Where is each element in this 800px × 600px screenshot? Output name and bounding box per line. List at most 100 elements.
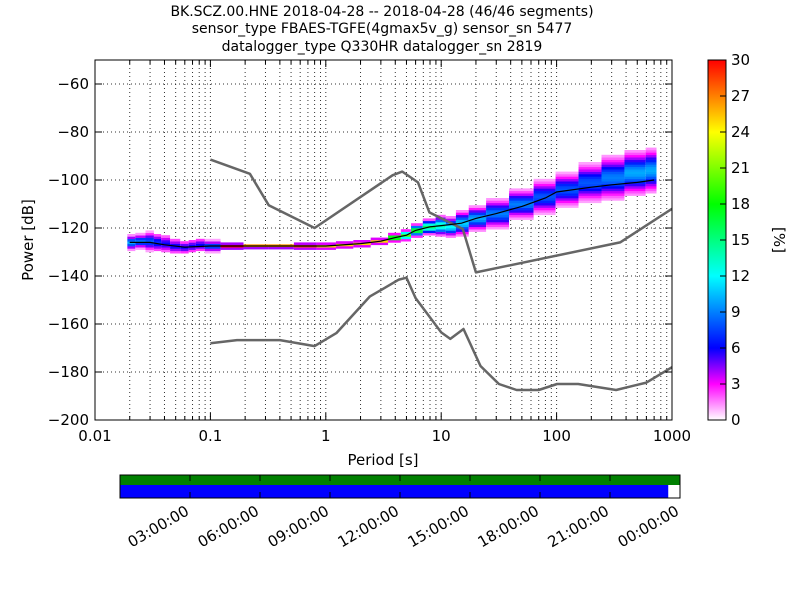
colorbar-tick-label: 24 (731, 123, 750, 141)
colorbar-tick-label: 30 (731, 51, 750, 69)
heatmap-cell (555, 181, 579, 184)
heatmap-cell (353, 240, 371, 243)
heatmap-cell (422, 220, 436, 224)
heatmap-cell (127, 248, 136, 252)
heatmap-cell (533, 195, 556, 199)
heatmap-cell (170, 243, 181, 247)
heatmap-cell (645, 190, 657, 194)
heatmap-cell (486, 210, 510, 213)
heatmap-cell (601, 176, 625, 180)
heatmap-cell (578, 164, 602, 168)
heatmap-cell (624, 154, 646, 158)
x-axis-ticks: 0.01 0.1 1 10 100 1000 (78, 60, 691, 445)
heatmap-cell (533, 200, 556, 204)
colorbar-tick-label: 21 (731, 159, 750, 177)
heatmap-cell (468, 226, 487, 230)
heatmap-cell (601, 198, 625, 201)
heatmap-cell (624, 171, 646, 175)
x-tick-label: 10 (432, 427, 451, 445)
heatmap-cell (204, 243, 221, 247)
colorbar-tick-label: 3 (731, 375, 741, 393)
heatmap-cell (127, 246, 136, 249)
heatmap-cell (188, 247, 196, 250)
heatmap-cell (445, 232, 456, 236)
heatmap-cell (127, 236, 136, 240)
heatmap-cell (445, 235, 456, 238)
heatmap-cell (533, 181, 556, 184)
heatmap-cell (601, 154, 625, 158)
heatmap-cell (204, 246, 221, 249)
heatmap-cell (578, 169, 602, 172)
colorbar-ticks: 0 3 6 9 12 15 18 21 24 27 30 (720, 51, 750, 429)
heatmap-cell (455, 217, 469, 220)
heatmap-cell (509, 195, 534, 199)
heatmap-cell (645, 157, 657, 160)
mode-line-path (129, 179, 655, 248)
heatmap-cell (400, 231, 412, 235)
heatmap-cell (509, 214, 534, 218)
title-line-3: datalogger_type Q330HR datalogger_sn 281… (222, 39, 543, 55)
heatmap-cell (188, 249, 196, 253)
heatmap-cell (135, 240, 146, 243)
heatmap-cell (411, 235, 423, 238)
heatmap-cell (161, 249, 171, 253)
heatmap-cell (455, 210, 469, 213)
heatmap-cell (220, 247, 244, 250)
heatmap-cell (578, 190, 602, 194)
y-tick-label: −180 (48, 363, 89, 381)
heatmap-cell (170, 248, 181, 252)
x-tick-label: 0.1 (198, 427, 222, 445)
heatmap-cell (145, 247, 154, 250)
heatmap-cell (468, 224, 487, 228)
heatmap-cell (468, 229, 487, 232)
heatmap-cell (645, 171, 657, 175)
heatmap-cell (533, 205, 556, 208)
heatmap-cell (170, 246, 181, 249)
heatmap-cell (555, 171, 579, 175)
heatmap-cell (645, 164, 657, 168)
heatmap-cell (127, 243, 136, 247)
heatmap-cell (624, 166, 646, 170)
heatmap-cell (645, 154, 657, 158)
heatmap-cell (624, 183, 646, 187)
heatmap-cell (509, 207, 534, 211)
heatmap-cell (486, 224, 510, 228)
heatmap-cell (161, 235, 171, 238)
heatmap-cell (135, 244, 146, 248)
heatmap-cell (468, 222, 487, 225)
heatmap-cell (509, 190, 534, 194)
y-tick-label: −80 (57, 123, 89, 141)
time-tick-label: 00:00:00 (615, 502, 682, 551)
heatmap-cell (195, 241, 205, 244)
heatmap-cell (195, 248, 205, 252)
time-tick-label: 12:00:00 (335, 502, 402, 551)
heatmap-cell (624, 162, 646, 165)
heatmap-cell (153, 246, 162, 249)
heatmap-cell (422, 228, 436, 231)
heatmap-cell (445, 230, 456, 234)
heatmap-cell (455, 214, 469, 218)
heatmap-cell (170, 241, 181, 244)
heatmap-cell (161, 247, 171, 250)
title-line-1: BK.SCZ.00.HNE 2018-04-28 -- 2018-04-28 (… (170, 4, 593, 20)
y-tick-label: −200 (48, 411, 89, 429)
heatmap-cell (468, 212, 487, 216)
heatmap-cell (509, 193, 534, 196)
heatmap-cell (435, 222, 446, 225)
colorbar-label: [%] (770, 227, 788, 253)
heatmap-cell (645, 159, 657, 163)
heatmap-cell (509, 202, 534, 206)
heatmap-cell (388, 232, 401, 236)
heatmap-cell (509, 198, 534, 201)
y-tick-label: −160 (48, 315, 89, 333)
heatmap-cell (578, 166, 602, 170)
colorbar-tick-label: 27 (731, 87, 750, 105)
heatmap-cell (455, 224, 469, 228)
heatmap-cell (435, 214, 446, 218)
heatmap-cell (601, 181, 625, 184)
heatmap-cell (153, 236, 162, 240)
colorbar-tick-label: 0 (731, 411, 741, 429)
heatmap-cell (624, 150, 646, 153)
heatmap-cell (533, 183, 556, 187)
noise-models (209, 158, 672, 392)
